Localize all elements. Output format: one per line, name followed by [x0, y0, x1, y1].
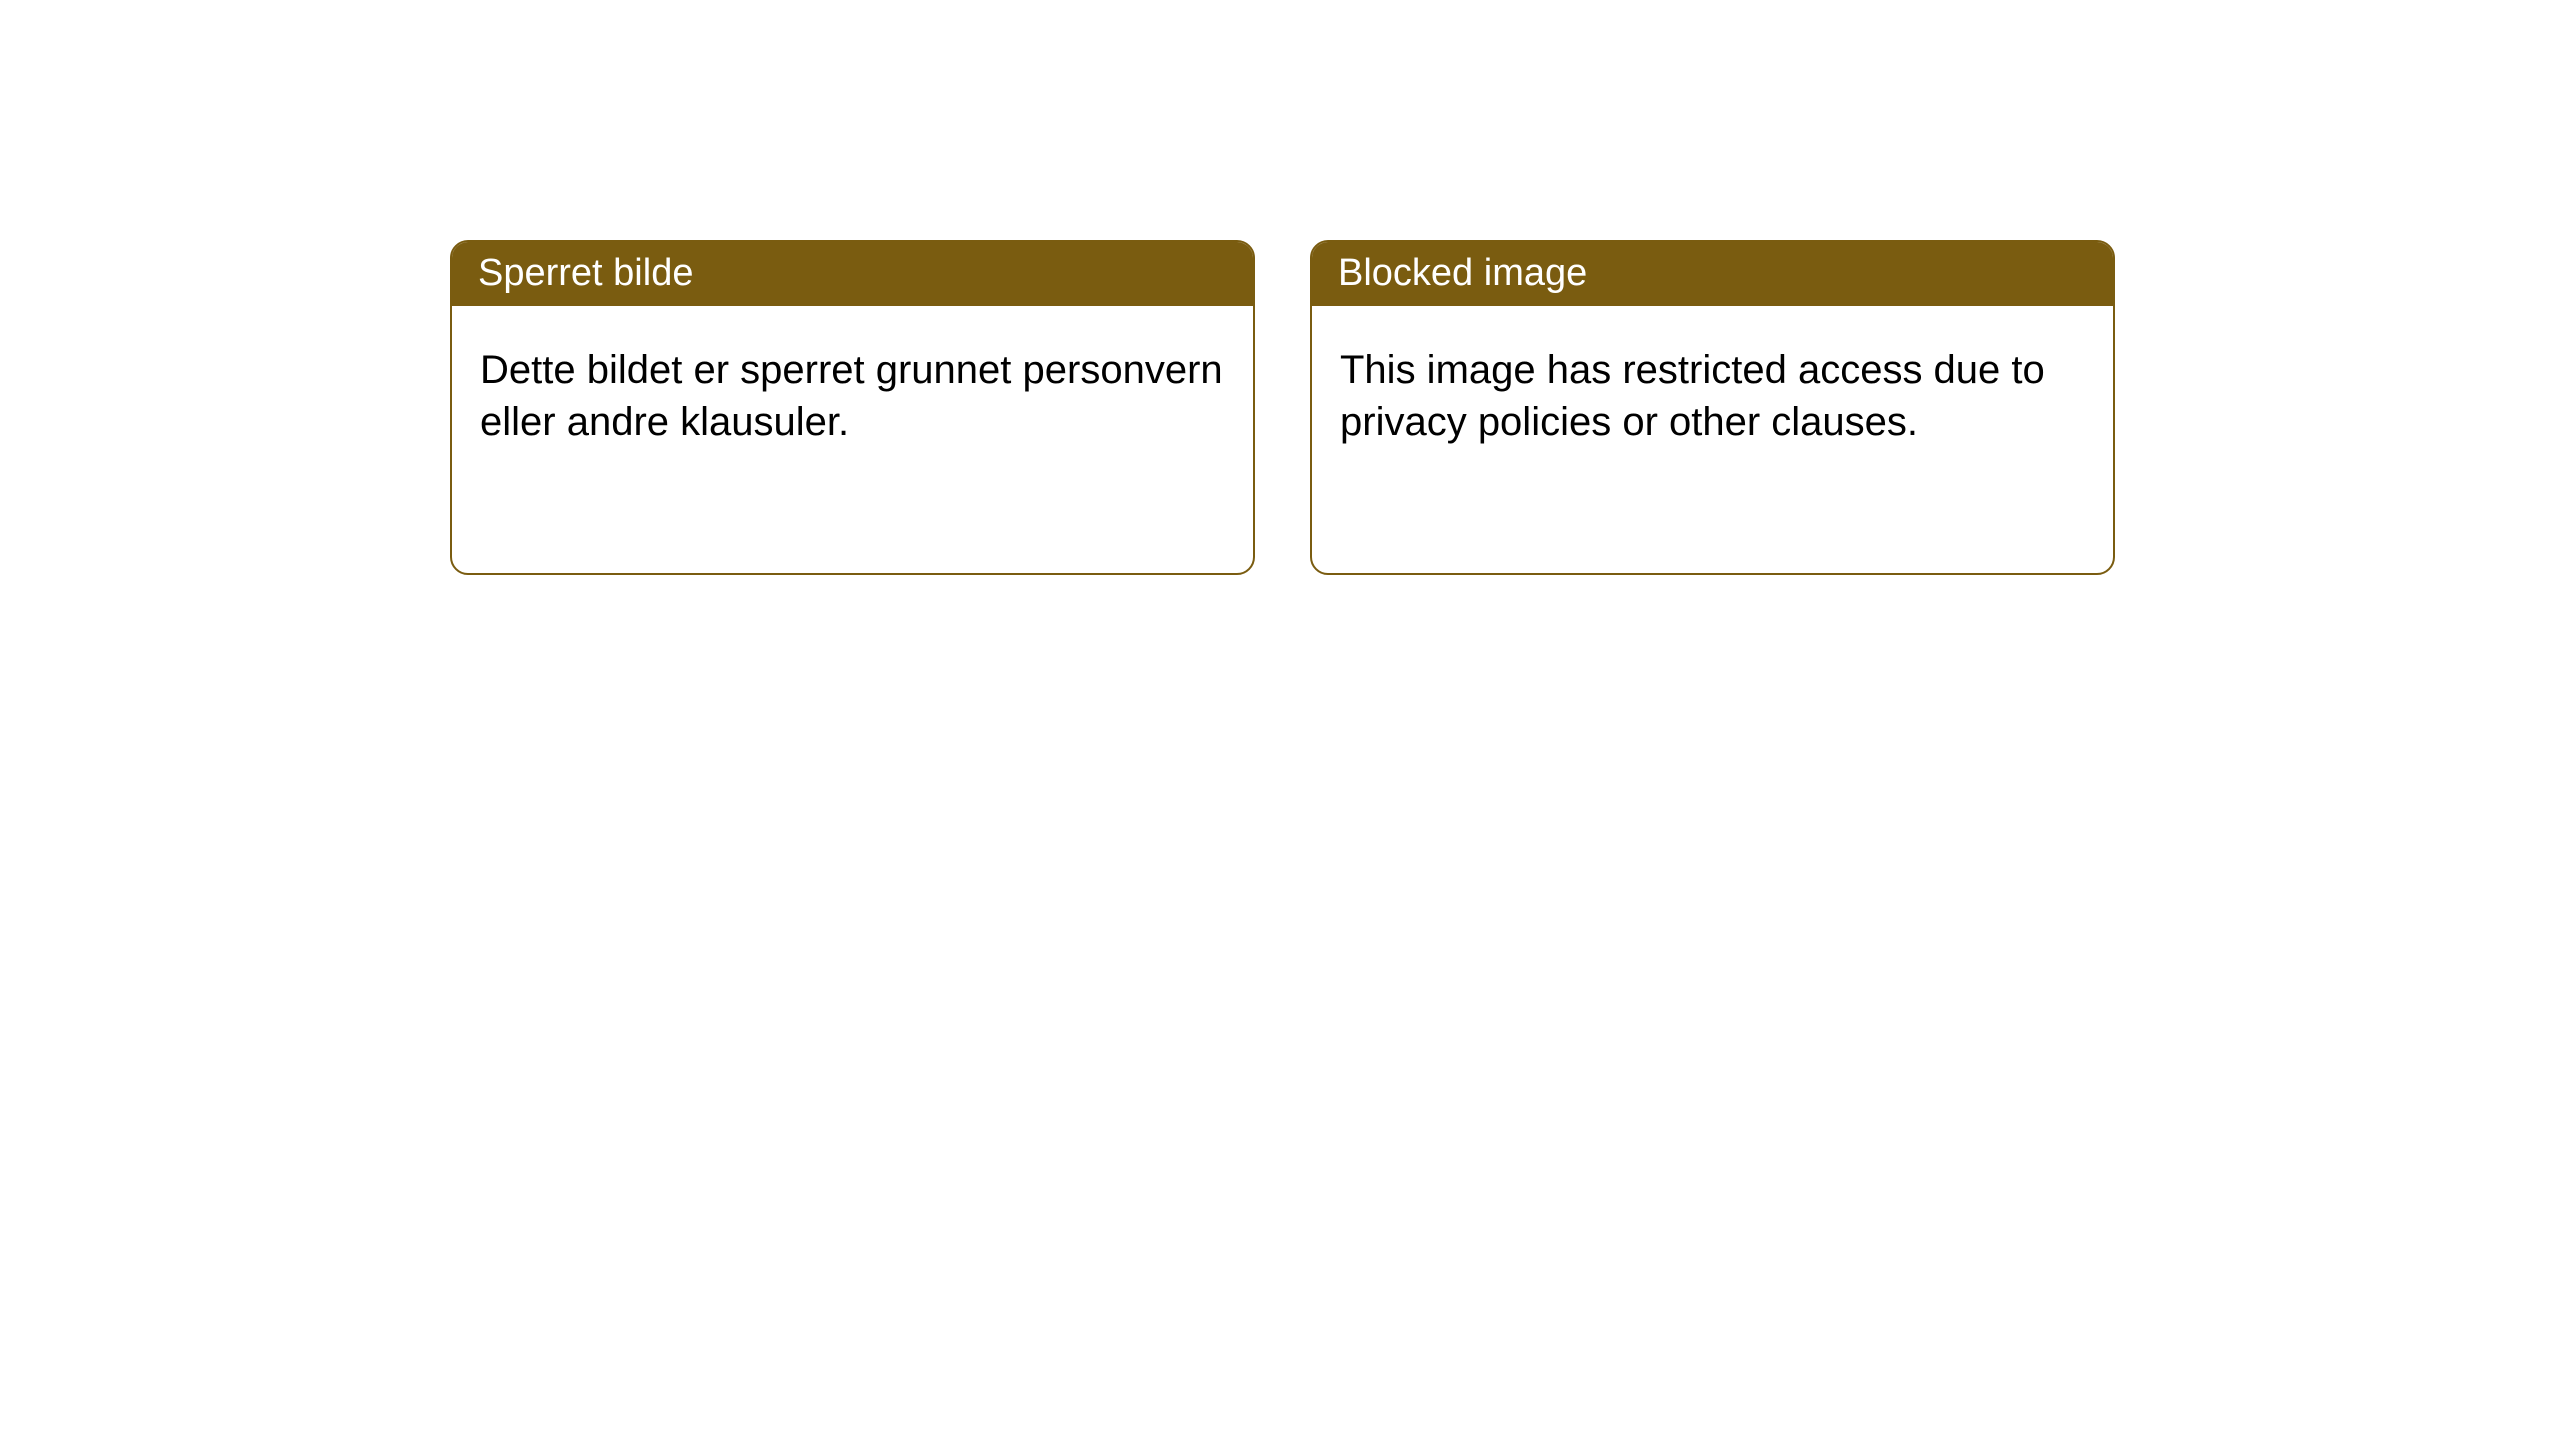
notice-card-norwegian: Sperret bilde Dette bildet er sperret gr…	[450, 240, 1255, 575]
notice-header: Sperret bilde	[452, 242, 1253, 306]
notice-text: Dette bildet er sperret grunnet personve…	[480, 348, 1223, 444]
notice-body: Dette bildet er sperret grunnet personve…	[452, 306, 1253, 486]
notice-container: Sperret bilde Dette bildet er sperret gr…	[0, 0, 2560, 575]
notice-title: Blocked image	[1338, 252, 1587, 294]
notice-title: Sperret bilde	[478, 252, 693, 294]
notice-body: This image has restricted access due to …	[1312, 306, 2113, 486]
notice-text: This image has restricted access due to …	[1340, 348, 2045, 444]
notice-card-english: Blocked image This image has restricted …	[1310, 240, 2115, 575]
notice-header: Blocked image	[1312, 242, 2113, 306]
